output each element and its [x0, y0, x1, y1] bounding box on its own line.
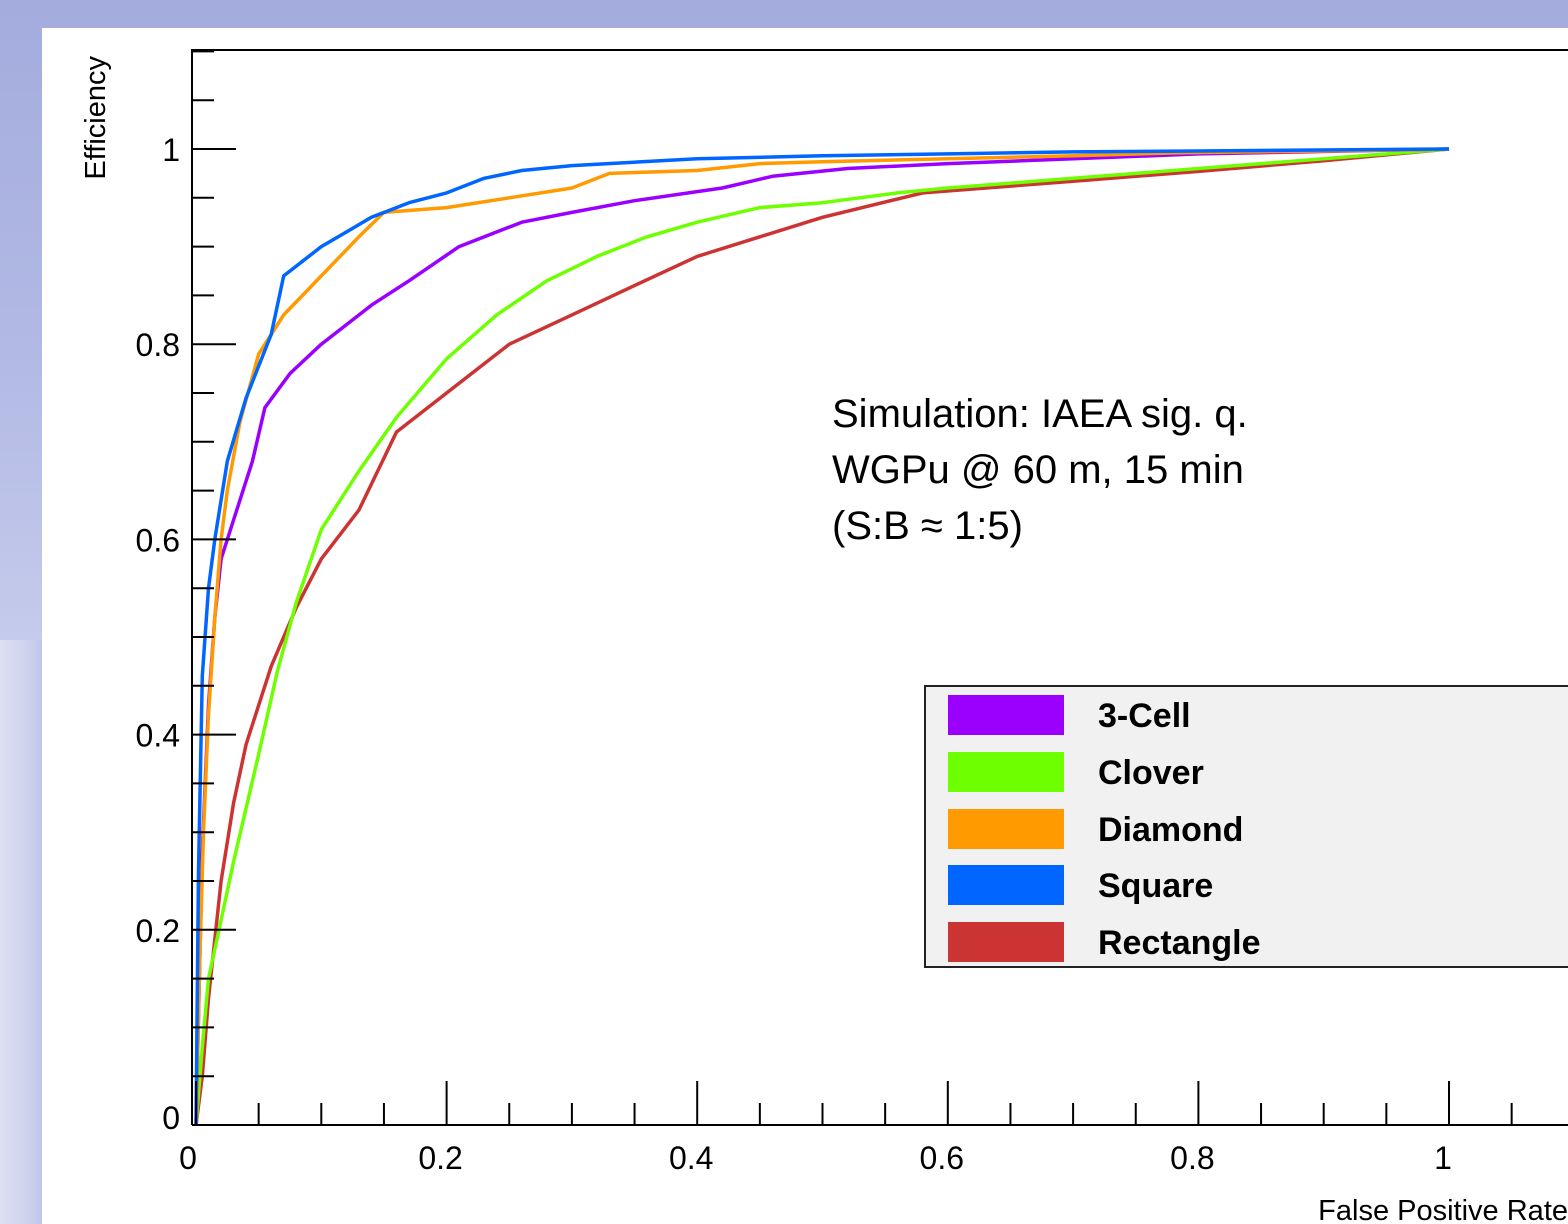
simulation-annotation: Simulation: IAEA sig. q. WGPu @ 60 m, 15… [832, 386, 1432, 554]
series-line-rectangle [194, 147, 1450, 1126]
legend-item-square: Square [948, 865, 1568, 907]
legend-swatch-3-cell [948, 695, 1064, 735]
legend-swatch-clover [948, 752, 1064, 792]
curves-group [194, 147, 1450, 1126]
legend: 3-Cell Clover Diamond Square Rectangle [924, 685, 1568, 968]
legend-swatch-rectangle [948, 922, 1064, 962]
y-axis-title: Efficiency [80, 56, 112, 180]
legend-label-diamond: Diamond [1098, 811, 1244, 849]
legend-label-square: Square [1098, 867, 1214, 905]
legend-swatch-square [948, 865, 1064, 905]
series-line-square [194, 147, 1450, 1126]
roc-chart: 0 0.2 0.4 0.6 0.8 1 0 0.2 0.4 0.6 0.8 1 False Posit… [80, 49, 1568, 1224]
legend-item-diamond: Diamond [948, 809, 1568, 851]
series-line-3-cell [194, 147, 1450, 1126]
annotation-line-1: Simulation: IAEA sig. q. [832, 392, 1248, 436]
x-tick-label: 1 [1434, 1140, 1452, 1176]
annotation-line-2: WGPu @ 60 m, 15 min [832, 448, 1244, 492]
x-tick-label: 0.4 [669, 1140, 713, 1176]
legend-label-clover: Clover [1098, 754, 1204, 792]
tick-labels-group: 0 0.2 0.4 0.6 0.8 1 0 0.2 0.4 0.6 0.8 1 [136, 132, 1452, 1176]
y-tick-label: 0.6 [136, 522, 180, 558]
y-tick-label: 0.8 [136, 327, 180, 363]
x-tick-label: 0.6 [920, 1140, 964, 1176]
series-line-clover [194, 147, 1450, 1126]
slide-background-left [0, 640, 42, 1224]
x-axis-title: False Positive Rate [1318, 1195, 1568, 1224]
x-tick-label: 0.2 [418, 1140, 462, 1176]
axes-group [191, 49, 1568, 1126]
y-tick-label: 1 [162, 132, 180, 168]
legend-item-clover: Clover [948, 752, 1568, 794]
annotation-line-3: (S:B ≈ 1:5) [832, 504, 1023, 548]
x-tick-label: 0 [179, 1140, 197, 1176]
y-tick-label: 0.4 [136, 718, 180, 754]
legend-swatch-diamond [948, 809, 1064, 849]
y-tick-label: 0.2 [136, 913, 180, 949]
legend-item-3-cell: 3-Cell [948, 695, 1568, 737]
x-tick-label: 0.8 [1170, 1140, 1214, 1176]
legend-item-rectangle: Rectangle [948, 922, 1568, 964]
legend-label-rectangle: Rectangle [1098, 924, 1261, 962]
chart-canvas: 0 0.2 0.4 0.6 0.8 1 0 0.2 0.4 0.6 0.8 1 False Posit… [42, 28, 1568, 1224]
legend-label-3-cell: 3-Cell [1098, 697, 1191, 735]
y-tick-label: 0 [162, 1100, 180, 1136]
